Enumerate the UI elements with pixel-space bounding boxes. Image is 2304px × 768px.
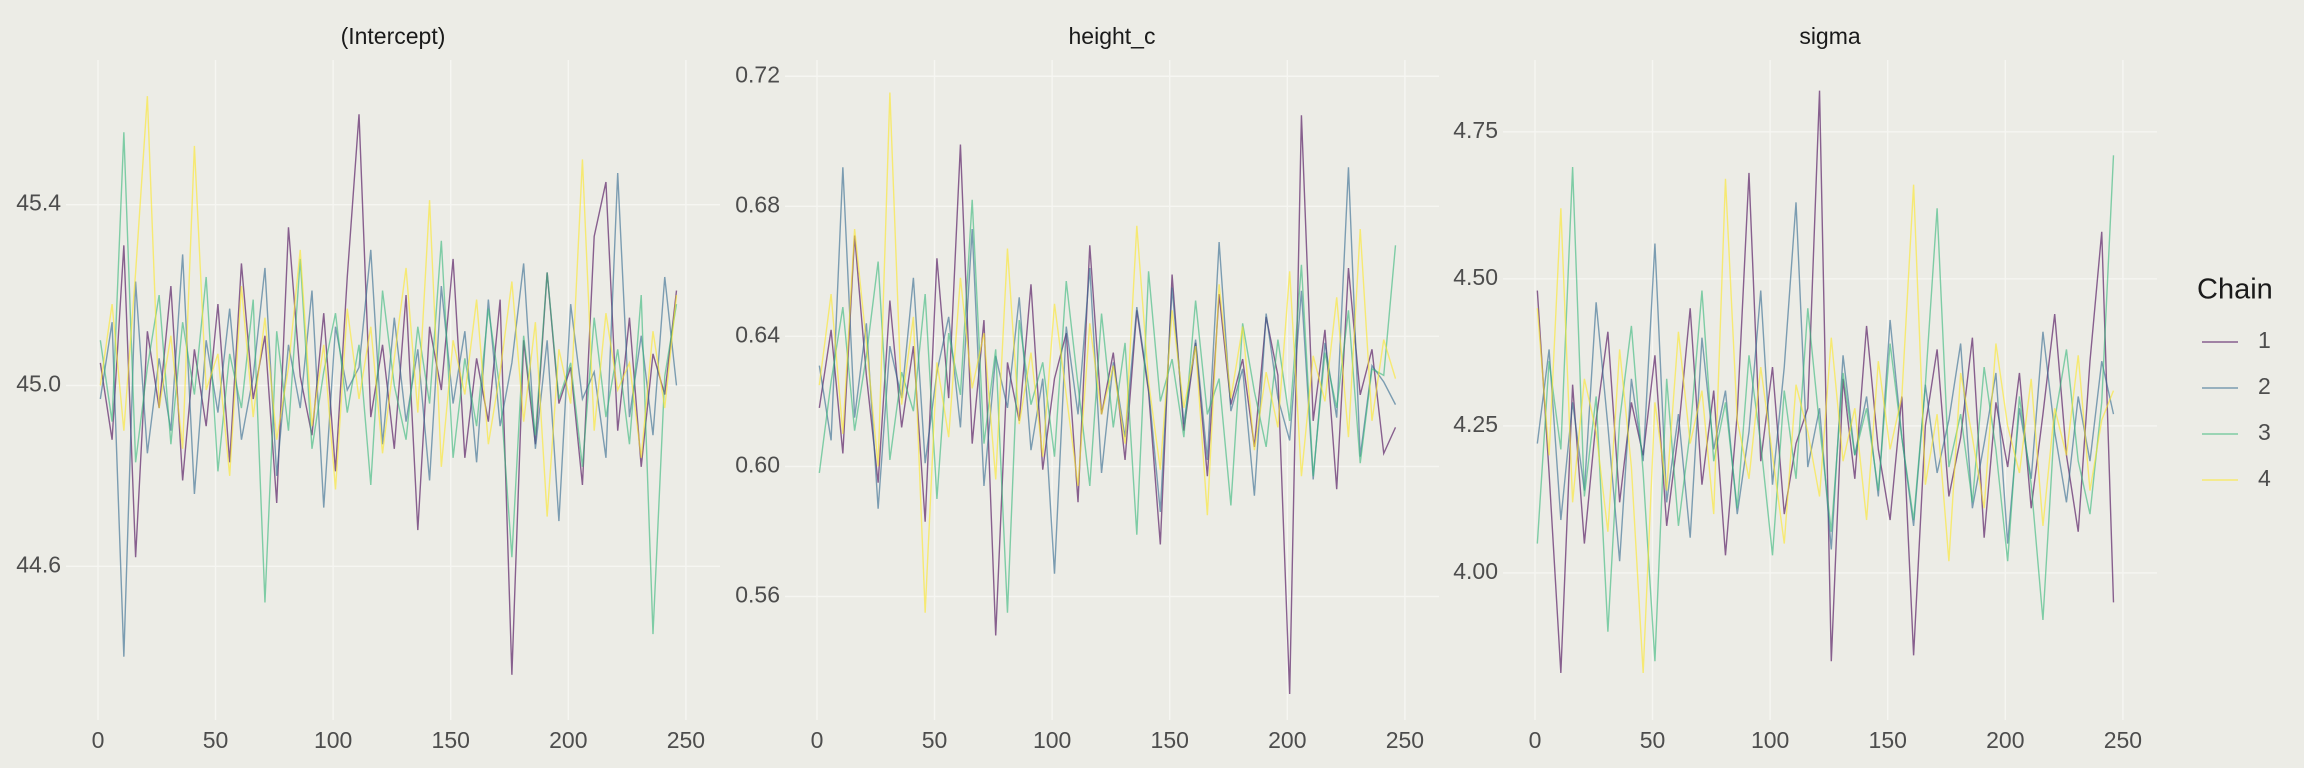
y-tick-label: 0.60 <box>735 451 780 477</box>
trace-line <box>99 172 678 657</box>
legend-label: 1 <box>2258 327 2271 353</box>
panel-title: sigma <box>1799 23 1861 49</box>
y-tick-label: 0.72 <box>735 61 780 87</box>
x-tick-label: 200 <box>1986 727 2024 753</box>
x-tick-label: 150 <box>1869 727 1907 753</box>
y-tick-label: 45.4 <box>16 190 61 216</box>
x-tick-label: 50 <box>1640 727 1666 753</box>
trace-line <box>99 114 678 675</box>
legend-title: Chain <box>2197 274 2273 306</box>
x-tick-label: 100 <box>1033 727 1071 753</box>
y-tick-label: 4.00 <box>1453 558 1498 584</box>
x-tick-label: 200 <box>549 727 587 753</box>
x-tick-label: 0 <box>1529 727 1542 753</box>
x-tick-label: 200 <box>1268 727 1306 753</box>
x-tick-label: 50 <box>922 727 948 753</box>
y-tick-label: 0.68 <box>735 191 780 217</box>
y-tick-label: 44.6 <box>16 551 61 577</box>
y-tick-label: 4.25 <box>1453 411 1498 437</box>
x-tick-label: 150 <box>1151 727 1189 753</box>
trace-line <box>99 96 678 517</box>
trace-line <box>1536 155 2115 662</box>
trace-line <box>818 167 1397 574</box>
x-tick-label: 0 <box>92 727 105 753</box>
x-tick-label: 150 <box>432 727 470 753</box>
trace-line <box>1536 178 2115 673</box>
trace-line <box>818 92 1397 613</box>
legend-label: 3 <box>2258 419 2271 445</box>
x-tick-label: 250 <box>1386 727 1424 753</box>
y-tick-label: 45.0 <box>16 371 61 397</box>
y-tick-label: 0.56 <box>735 582 780 608</box>
x-tick-label: 250 <box>667 727 705 753</box>
y-tick-label: 0.64 <box>735 321 780 347</box>
panel-title: (Intercept) <box>341 23 446 49</box>
y-tick-label: 4.50 <box>1453 264 1498 290</box>
panel-title: height_c <box>1069 23 1156 49</box>
legend-label: 4 <box>2258 465 2271 491</box>
x-tick-label: 100 <box>1751 727 1789 753</box>
x-tick-label: 0 <box>811 727 824 753</box>
trace-line <box>99 132 678 635</box>
x-tick-label: 50 <box>203 727 229 753</box>
trace-line <box>818 199 1397 613</box>
y-tick-label: 4.75 <box>1453 117 1498 143</box>
legend-label: 2 <box>2258 373 2271 399</box>
x-tick-label: 250 <box>2104 727 2142 753</box>
x-tick-label: 100 <box>314 727 352 753</box>
trace-line <box>1536 90 2115 673</box>
